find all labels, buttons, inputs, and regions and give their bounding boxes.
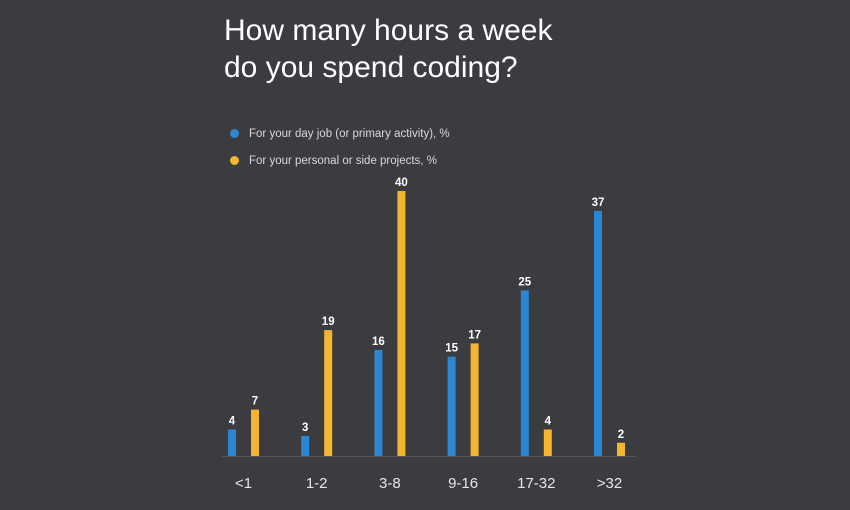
bar-side-projects-1 (251, 409, 259, 456)
bar-side-projects-5 (543, 429, 552, 456)
legend-marker-side-projects (230, 156, 239, 165)
bar-day-job-5 (520, 290, 529, 456)
chart-title: How many hours a week do you spend codin… (224, 12, 824, 86)
bar-day-job-4 (447, 356, 456, 456)
value-label-day-job-3: 16 (372, 336, 385, 348)
value-label-side-projects-2: 19 (322, 316, 335, 328)
value-label-side-projects-1: 7 (252, 396, 258, 408)
bar-day-job-1 (228, 429, 236, 456)
bar-side-projects-6 (617, 442, 625, 456)
x-tick-label-4: 9-16 (448, 475, 478, 492)
x-tick-label-1: <1 (235, 475, 252, 492)
value-label-side-projects-3: 40 (395, 177, 408, 189)
x-tick-label-5: 17-32 (517, 475, 555, 492)
legend-label-side-projects: For your personal or side projects, % (249, 154, 437, 167)
value-label-side-projects-4: 17 (468, 329, 481, 341)
chart-title-line-1: How many hours a week (224, 14, 553, 47)
bar-day-job-3 (374, 350, 383, 456)
bar-side-projects-3 (397, 191, 406, 456)
x-tick-label-2: 1-2 (306, 475, 328, 492)
bar-side-projects-4 (470, 343, 479, 456)
value-label-day-job-2: 3 (302, 422, 308, 434)
bar-side-projects-2 (324, 330, 333, 456)
chart-legend: For your day job (or primary activity), … (230, 120, 450, 174)
legend-item-side-projects: For your personal or side projects, % (230, 147, 450, 174)
legend-item-day-job: For your day job (or primary activity), … (230, 120, 450, 147)
bar-day-job-2 (301, 436, 310, 456)
value-label-side-projects-5: 4 (545, 416, 552, 428)
value-label-day-job-1: 4 (229, 416, 236, 428)
chart-title-line-2: do you spend coding? (224, 51, 518, 84)
x-tick-label-6: >32 (597, 475, 622, 492)
value-label-day-job-4: 15 (445, 343, 458, 355)
value-label-day-job-5: 25 (518, 276, 531, 288)
value-label-side-projects-6: 2 (618, 429, 624, 441)
legend-marker-day-job (230, 129, 239, 138)
bar-day-job-6 (594, 210, 602, 456)
x-tick-label-3: 3-8 (379, 475, 401, 492)
legend-label-day-job: For your day job (or primary activity), … (249, 127, 450, 140)
value-label-day-job-6: 37 (592, 197, 605, 209)
